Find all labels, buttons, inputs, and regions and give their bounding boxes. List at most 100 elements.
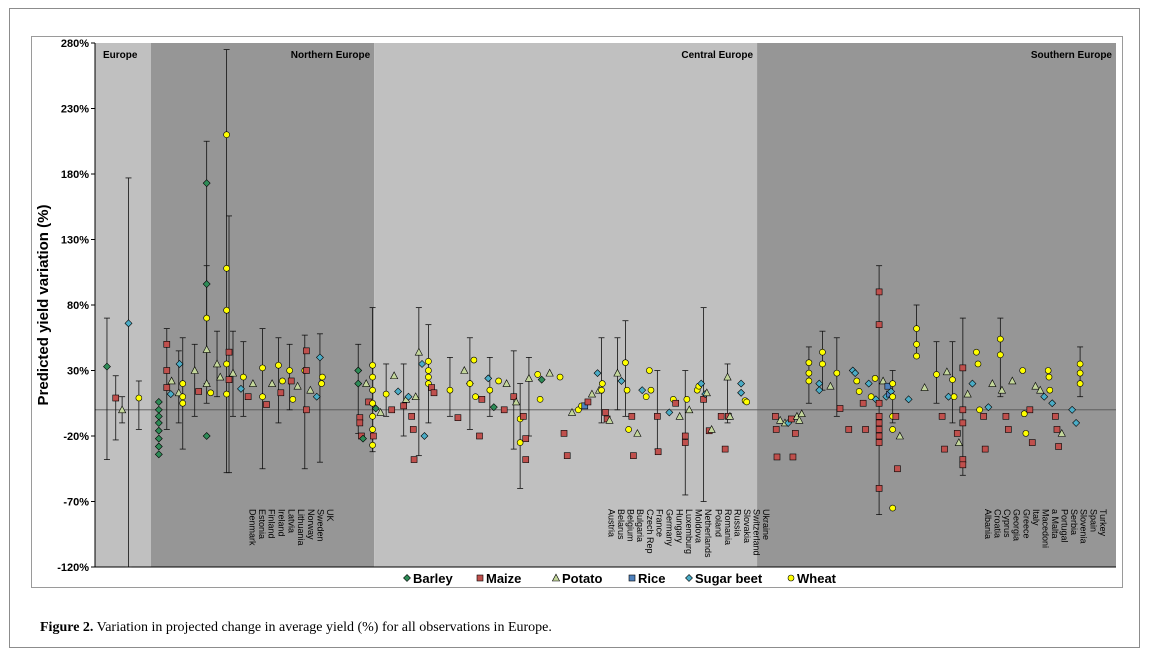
country-label: Spain (1088, 509, 1098, 532)
maize-point (980, 413, 987, 420)
wheat-point (472, 393, 479, 401)
caption-label: Figure 2. (40, 620, 94, 635)
wheat-legend-marker (787, 574, 795, 582)
barley-point (154, 426, 163, 435)
wheat-point (997, 335, 1004, 343)
maize-point (875, 419, 883, 427)
maize-point (1002, 413, 1010, 420)
maize-point (277, 389, 285, 397)
wheat-point (1046, 386, 1054, 394)
wheat-point (425, 373, 432, 381)
maize-legend-marker (476, 574, 484, 582)
sugar-beet-point (404, 392, 413, 401)
rice-legend-marker (628, 574, 636, 582)
potato-point (633, 428, 642, 437)
y-tick-label: 80% (67, 300, 89, 312)
maize-point (195, 388, 202, 395)
maize-point (959, 419, 967, 427)
potato-point (675, 411, 684, 420)
wheat-point (536, 396, 544, 403)
maize-point (681, 439, 689, 446)
wheat-point (997, 351, 1004, 359)
sugar-beet-point (864, 379, 873, 388)
country-label: Cyprus (1002, 509, 1012, 538)
maize-point (163, 367, 171, 374)
country-label: Denmark (248, 509, 258, 546)
legend-label: Maize (486, 571, 521, 586)
potato-point (1036, 385, 1045, 394)
wheat-point (855, 388, 863, 395)
country-label: Slovakia (742, 509, 752, 543)
potato-point (963, 389, 972, 398)
country-label: UK (325, 509, 335, 522)
maize-point (1028, 439, 1036, 446)
barley-point (371, 404, 380, 413)
country-label: Germany (665, 509, 675, 547)
sugar-beet-point (237, 384, 245, 393)
wheat-point (486, 386, 494, 394)
wheat-point (223, 360, 230, 368)
sugar-beet-point (312, 392, 321, 401)
sugar-beet-point (1040, 392, 1049, 401)
region-label: Northern Europe (291, 50, 371, 61)
maize-point (875, 321, 883, 328)
sugar-beet-point (175, 360, 184, 368)
country-label: Switzerland (752, 509, 762, 556)
maize-point (938, 413, 946, 420)
sugar-beet-point (1068, 405, 1077, 414)
wheat-point (1076, 369, 1084, 377)
maize-point (959, 364, 967, 372)
chart-area: Europe Northern Europe Central Europe South… (31, 36, 1123, 588)
sugar-beet-point (316, 353, 324, 362)
country-label: Ireland (276, 509, 286, 537)
sugar-beet-point (638, 386, 647, 395)
wheat-point (534, 371, 541, 378)
region-label: Central Europe (681, 50, 753, 61)
maize-point (792, 430, 799, 437)
wheat-point (889, 504, 896, 512)
maize-point (628, 413, 636, 420)
potato-point (605, 415, 614, 424)
wheat-point (976, 406, 983, 414)
country-label: Poland (713, 509, 723, 537)
potato-point (587, 389, 597, 398)
maize-point (388, 406, 396, 414)
maize-point (1005, 426, 1012, 433)
region-band (757, 43, 1116, 567)
country-label: Norway (306, 509, 316, 540)
maize-point (370, 432, 377, 440)
sugar-beet-point (737, 388, 746, 397)
maize-point (112, 394, 120, 402)
potato-point (267, 379, 277, 387)
country-label: Lithuania (296, 509, 306, 546)
wheat-point (599, 380, 606, 387)
country-label: Bulgaria (635, 509, 645, 542)
wheat-point (871, 375, 879, 382)
wheat-point (1019, 367, 1026, 374)
maize-point (875, 426, 883, 433)
wheat-point (1076, 380, 1084, 387)
country-label: Ukraine (761, 509, 771, 540)
wheat-point (223, 265, 230, 272)
sugar-beet-point (124, 319, 133, 328)
maize-point (654, 448, 662, 456)
legend-label: Barley (413, 571, 454, 586)
maize-point (654, 413, 661, 420)
maize-point (244, 393, 252, 401)
maize-point (1055, 443, 1062, 450)
sugar-beet-point (420, 432, 429, 440)
wheat-point (889, 393, 896, 401)
maize-point (1052, 413, 1059, 420)
sugar-beet-point (484, 374, 493, 383)
maize-point (163, 340, 171, 348)
maize-point (520, 413, 527, 420)
potato-point (997, 385, 1007, 394)
country-label: Georgia (1012, 509, 1022, 541)
barley-point (202, 432, 211, 440)
wheat-point (259, 393, 266, 401)
barley-point (354, 366, 363, 375)
maize-point (287, 377, 295, 385)
barley-legend-marker (403, 574, 411, 582)
maize-point (773, 453, 781, 461)
sugar-beet-point (394, 387, 403, 396)
